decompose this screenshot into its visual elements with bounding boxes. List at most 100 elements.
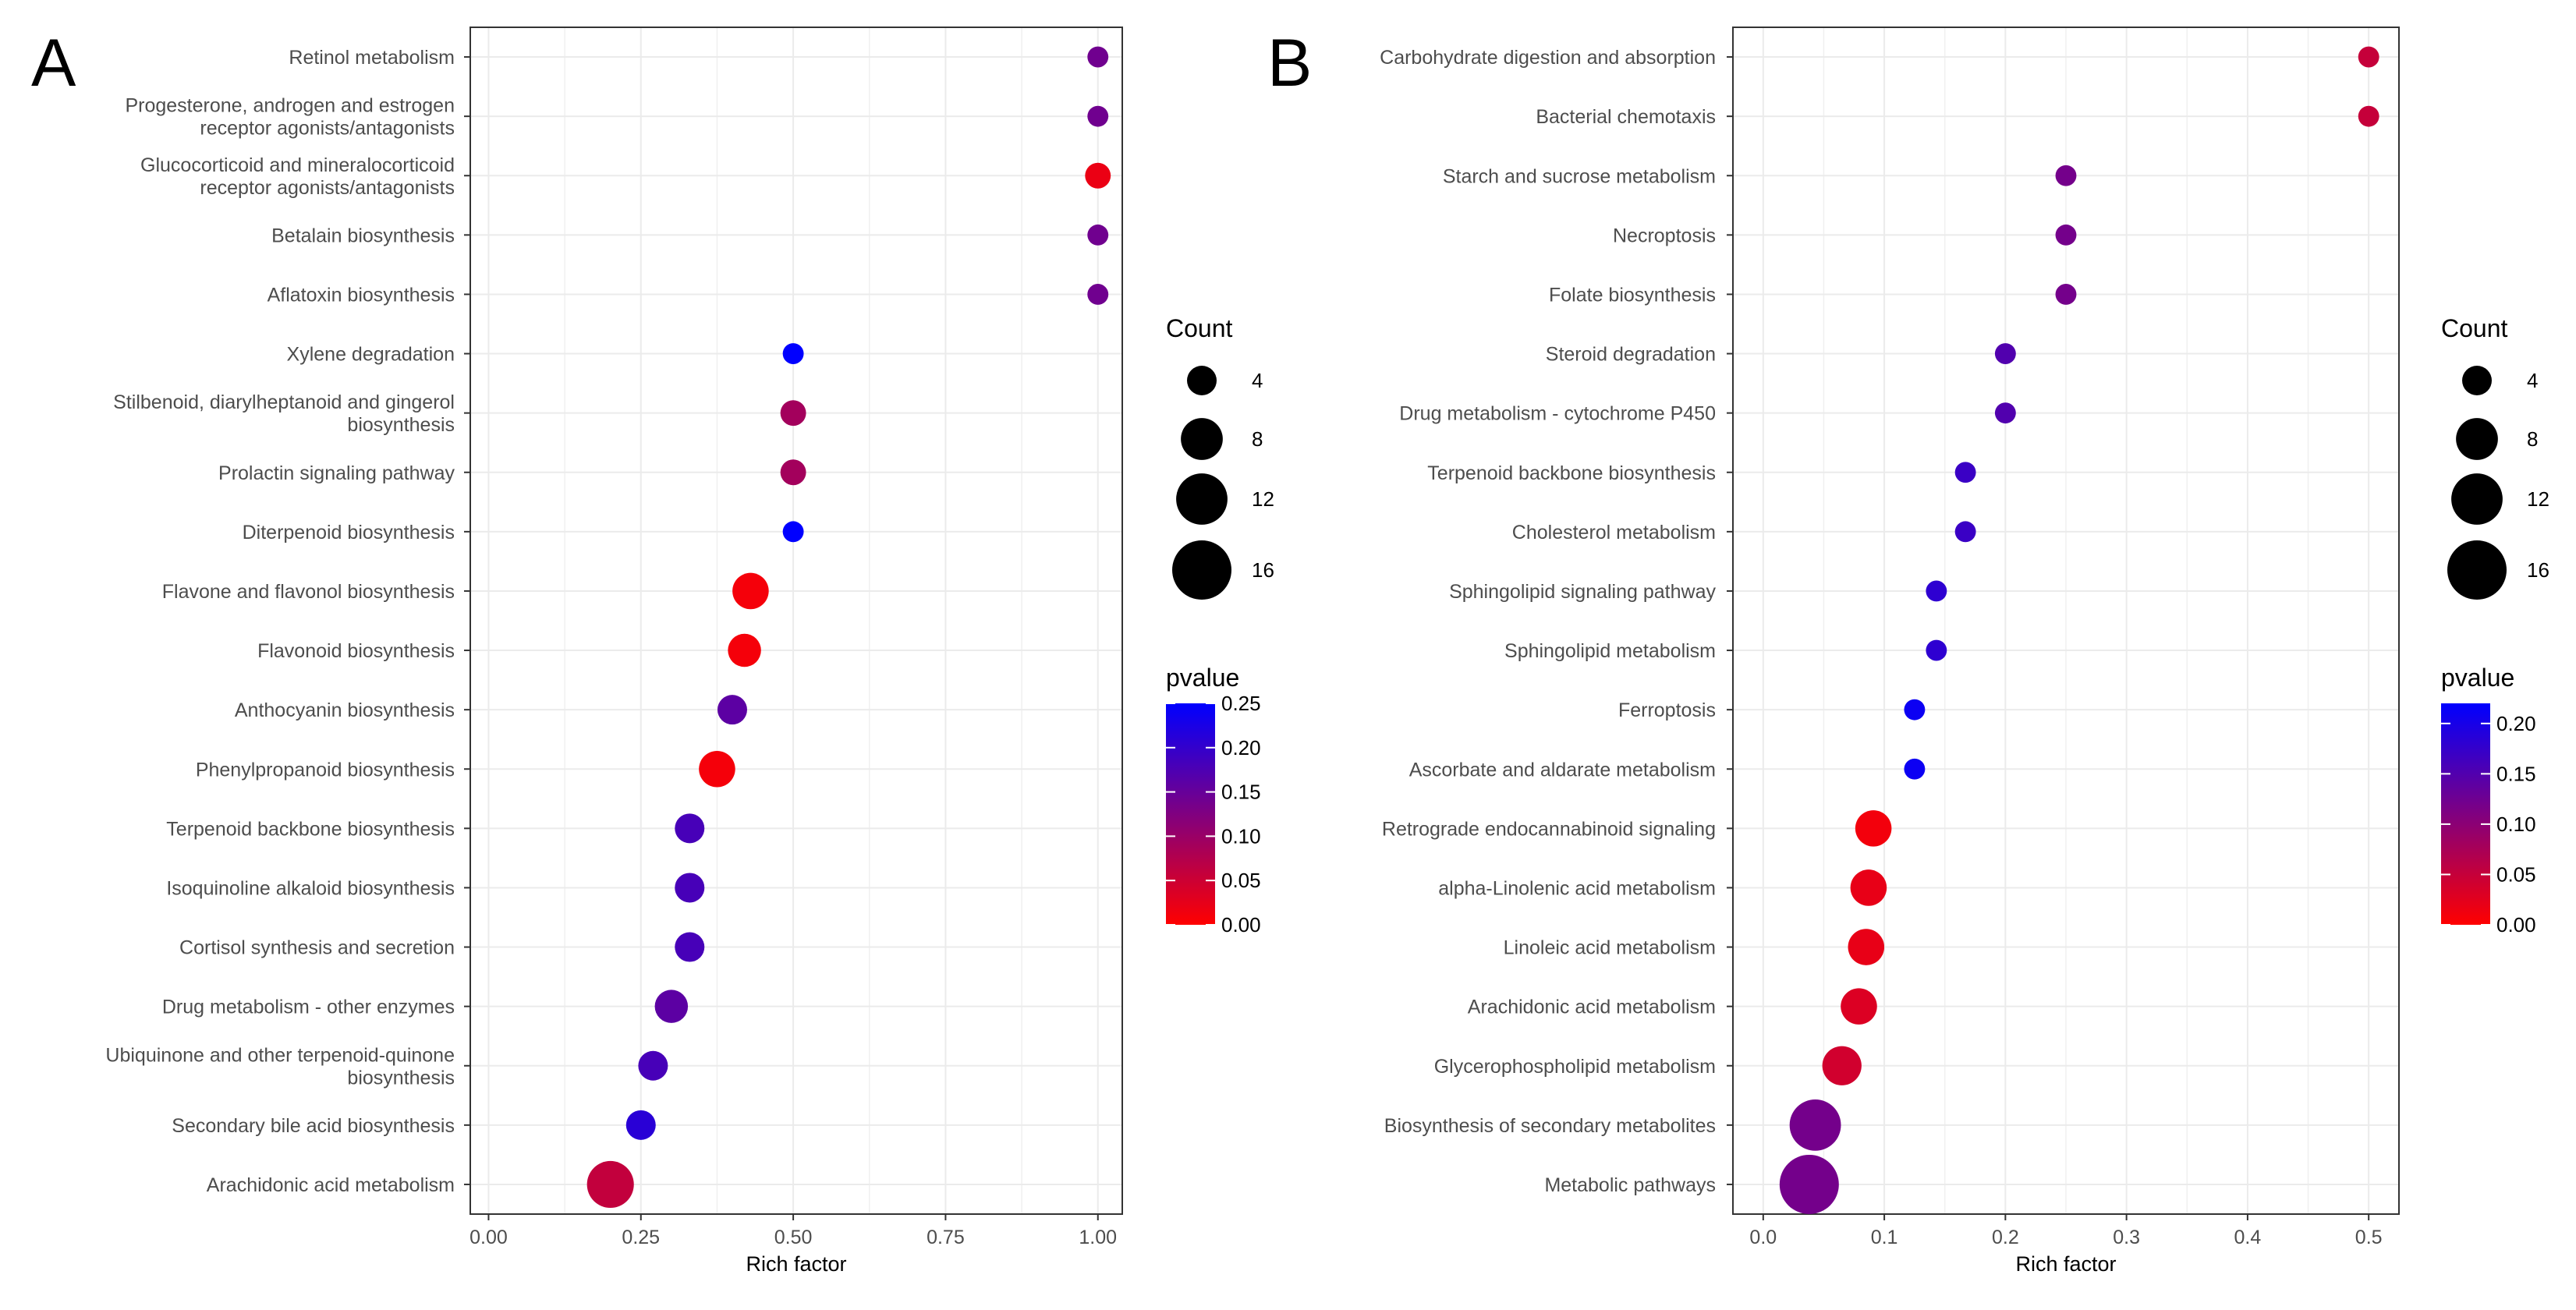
panel-a-category-label: Progesterone, androgen and estrogen recep… [125,95,455,140]
panel-a-category-label: Stilbenoid, diarylheptanoid and gingerol… [113,391,455,436]
panel-a-data-point [654,990,689,1023]
panel-a-category-label: Cortisol synthesis and secretion [179,937,455,959]
panel-a-data-point [586,1160,634,1208]
panel-b-colorbar-label: 0.15 [2496,762,2536,785]
panel-a-category-label: Terpenoid backbone biosynthesis [166,818,455,840]
panel-a-category-label: Flavonoid biosynthesis [257,640,455,662]
panel-a-category-label: Isoquinoline alkaloid biosynthesis [166,877,455,899]
panel-a-data-point [732,572,769,610]
panel-a-colorbar-label: 0.05 [1221,869,1261,892]
panel-a-category-label: Flavone and flavonol biosynthesis [162,581,455,603]
panel-a-data-point [1087,224,1109,246]
panel-a-x-tick-label: 0.25 [622,1227,660,1248]
panel-b-colorbar-label: 0.05 [2496,862,2536,886]
panel-b-data-point [1822,1046,1862,1085]
panel-b-data-point [1926,580,1947,602]
panel-a-category-label: Arachidonic acid metabolism [207,1174,455,1196]
panel-b-data-point [2055,224,2077,246]
panel-a-data-point [782,521,804,543]
panel-a-data-point [675,932,705,962]
panel-b-category-label: Necroptosis [1613,225,1716,246]
panel-b-x-tick-label: 0.2 [1992,1227,2019,1248]
panel-b-x-tick-label: 0.0 [1749,1227,1777,1248]
panel-a-category-label: Prolactin signaling pathway [218,462,455,484]
panel-b-x-tick-label: 0.1 [1871,1227,1898,1248]
panel-b-category-label: Metabolic pathways [1544,1174,1716,1196]
panel-b-colorbar-label: 0.20 [2496,712,2536,735]
panel-a-colorbar-label: 0.15 [1221,781,1261,804]
panel-b-count-legend-label: 16 [2527,558,2549,582]
panel-b-category-label: Biosynthesis of secondary metabolites [1384,1115,1716,1137]
panel-a-data-point [625,1110,656,1140]
panel-a-data-point [1085,162,1111,189]
panel-b-category-label: Drug metabolism - cytochrome P450 [1399,403,1716,425]
panel-a-data-point [638,1050,668,1081]
panel-b-data-point [1779,1154,1839,1214]
panel-b-count-legend-key [2447,540,2507,600]
panel-a-count-legend-key [1181,418,1223,460]
panel-b-data-point [1954,521,1976,543]
panel-a-data-point [699,750,735,788]
panel-a-pvalue-colorbar [1166,703,1215,925]
panel-a-colorbar-label: 0.25 [1221,692,1261,715]
panel-b-colorbar-label: 0.00 [2496,913,2536,936]
panel-a-count-legend-label: 8 [1252,427,1263,451]
panel-a-category-label: Anthocyanin biosynthesis [235,699,455,721]
panel-b-category-label: Ascorbate and aldarate metabolism [1409,759,1716,781]
panel-b-data-point [2358,46,2379,68]
panel-a-x-tick-label: 1.00 [1079,1227,1117,1248]
panel-b-data-point [1841,988,1877,1025]
panel-b-data-point [1848,929,1885,965]
panel-a-colorbar-label: 0.00 [1221,913,1261,936]
panel-b-x-tick-label: 0.3 [2113,1227,2140,1248]
panel-a-plot-border [469,27,1123,1215]
panel-a-count-legend-label: 16 [1252,558,1274,582]
panel-a-letter: A [31,26,76,101]
panel-b-data-point [1850,869,1887,906]
panel-a-data-point [1087,46,1109,68]
panel-a-category-label: Glucocorticoid and mineralocorticoid rece… [140,154,455,199]
panel-a-x-tick-label: 0.75 [927,1227,965,1248]
panel-b-category-label: Ferroptosis [1618,699,1716,721]
panel-a-plot-background [470,27,1122,1214]
panel-a-count-legend-key [1187,366,1217,395]
panel-a-category-label: Betalain biosynthesis [271,225,455,246]
panel-a-data-point [728,633,761,667]
panel-a-count-legend-title: Count [1166,314,1233,342]
panel-b: B Carbohydrate digestion and absorption B… [1267,26,2549,1276]
panel-a-data-point [717,695,747,725]
panel-b-data-point [1789,1099,1841,1151]
panel-b-colorbar-label: 0.10 [2496,813,2536,836]
panel-b-data-point [1926,639,1947,661]
panel-a-category-label: Drug metabolism - other enzymes [162,997,455,1018]
panel-b-data-point [1855,810,1892,847]
panel-a-count-legend-key [1172,540,1231,600]
panel-b-category-label: Arachidonic acid metabolism [1468,997,1716,1018]
panel-b-data-point [2358,105,2379,127]
panel-a-x-tick-label: 0.50 [774,1227,813,1248]
panel-b-x-tick-label: 0.4 [2234,1227,2262,1248]
panel-b-category-label: Retrograde endocannabinoid signaling [1382,818,1716,840]
panel-b-plot-border [1732,27,2400,1215]
panel-b-category-label: alpha-Linolenic acid metabolism [1438,877,1716,899]
panel-b-category-label: Folate biosynthesis [1549,284,1716,306]
panel-a-category-label: Retinol metabolism [289,47,455,69]
panel-b-letter: B [1267,26,1312,101]
panel-b-data-point [1904,758,1926,780]
panel-b-data-point [1904,699,1926,720]
panel-a-category-label: Secondary bile acid biosynthesis [172,1115,455,1137]
panel-b-count-legend-key [2462,366,2492,395]
panel-b-category-label: Glycerophospholipid metabolism [1434,1056,1716,1078]
panel-b-pvalue-colorbar [2441,703,2490,925]
panel-b-category-label: Sphingolipid signaling pathway [1449,581,1716,603]
panel-b-category-label: Carbohydrate digestion and absorption [1380,47,1716,69]
panel-a: A Retinol metabolism Progesterone, androg… [31,26,1274,1276]
panel-a-data-point [780,400,806,427]
panel-b-count-legend-key [2451,473,2503,525]
panel-b-count-legend-label: 12 [2527,487,2549,511]
panel-a-data-point [1087,284,1109,305]
panel-a-data-point [1087,105,1109,127]
panel-a-category-label: Ubiquinone and other terpenoid-quinone bi… [105,1044,455,1089]
panel-b-category-label: Linoleic acid metabolism [1504,937,1716,959]
panel-a-data-point [782,343,804,364]
